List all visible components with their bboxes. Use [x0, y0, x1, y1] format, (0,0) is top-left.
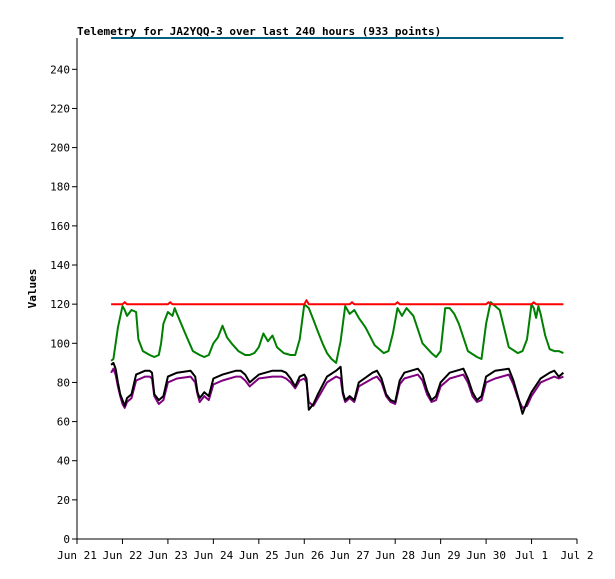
- y-tick-label: 120: [50, 298, 70, 311]
- x-tick-label: Jun 23: [148, 549, 188, 562]
- y-tick-label: 100: [50, 337, 70, 350]
- x-tick-label: Jun 29: [421, 549, 461, 562]
- y-tick-label: 140: [50, 259, 70, 272]
- x-tick-label: Jun 30: [466, 549, 506, 562]
- axes-layer: 0 20 40 60 80 100 120 140 160 180 200 220 240 Jun 21 J…: [50, 38, 594, 562]
- x-tick-label: Jun 26: [284, 549, 324, 562]
- y-tick-label: 60: [57, 416, 70, 429]
- x-tick-label: Jun 21: [57, 549, 97, 562]
- y-tick-label: 180: [50, 181, 70, 194]
- y-tick-label: 40: [57, 455, 70, 468]
- x-tick-label: Jun 22: [103, 549, 143, 562]
- y-tick-label: 200: [50, 142, 70, 155]
- y-axis-label: Values: [26, 269, 39, 309]
- y-tick-label: 240: [50, 63, 70, 76]
- series-layer: [110, 37, 565, 415]
- series-line-2: [111, 299, 564, 306]
- series-line-4: [110, 361, 565, 415]
- y-tick-label: 0: [63, 533, 70, 546]
- x-tick-label: Jun 25: [239, 549, 279, 562]
- y-tick-label: 220: [50, 102, 70, 115]
- x-tick-label: Jun 27: [330, 549, 370, 562]
- y-tick-label: 20: [57, 494, 70, 507]
- x-tick-label: Jun 24: [193, 549, 233, 562]
- series-line-3: [110, 367, 564, 409]
- y-tick-label: 80: [57, 376, 70, 389]
- series-line-1: [110, 301, 564, 364]
- y-tick-label: 160: [50, 220, 70, 233]
- x-tick-label: Jul 1: [515, 549, 548, 562]
- chart-title: Telemetry for JA2YQQ-3 over last 240 hou…: [77, 25, 441, 38]
- x-tick-label: Jun 28: [375, 549, 415, 562]
- x-tick-label: Jul 2: [560, 549, 593, 562]
